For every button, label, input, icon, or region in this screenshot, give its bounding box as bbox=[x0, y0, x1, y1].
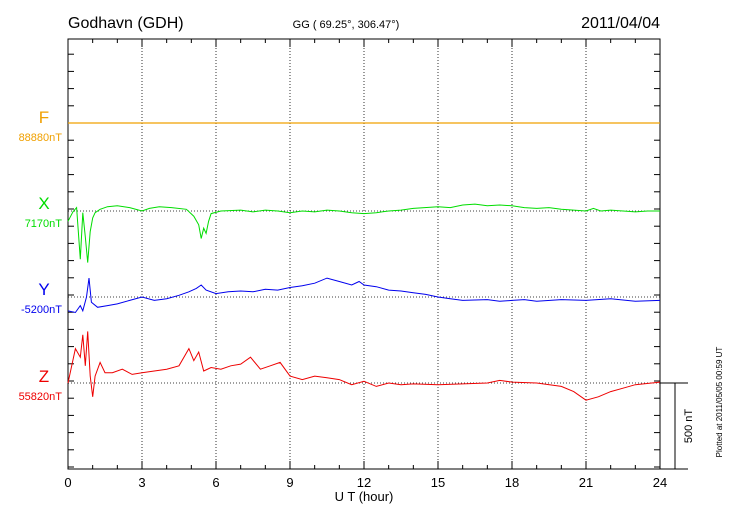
series-name-x: X bbox=[38, 194, 49, 213]
scale-bar-label: 500 nT bbox=[683, 409, 695, 444]
x-tick-label: 3 bbox=[138, 475, 145, 490]
x-tick-label: 21 bbox=[579, 475, 593, 490]
series-line-x bbox=[67, 203, 660, 263]
x-tick-label: 15 bbox=[431, 475, 445, 490]
station-title: Godhavn (GDH) bbox=[68, 15, 184, 32]
series-baseline-z: 55820nT bbox=[19, 391, 63, 403]
series-baseline-x: 7170nT bbox=[25, 218, 63, 230]
x-tick-label: 0 bbox=[64, 475, 71, 490]
station-coords: GG ( 69.25°, 306.47°) bbox=[293, 19, 400, 31]
series-baseline-f: 88880nT bbox=[19, 132, 63, 144]
chart-date: 2011/04/04 bbox=[581, 15, 660, 32]
scale-bar: 500 nT bbox=[660, 382, 695, 470]
grid-layer bbox=[68, 39, 660, 469]
series-baseline-y: -5200nT bbox=[21, 304, 62, 316]
series-layer bbox=[67, 122, 661, 401]
label-layer: F 88880nT X 7170nT Y -5200nT Z 55820nT bbox=[19, 108, 63, 403]
plot-frame bbox=[67, 38, 661, 470]
series-line-z bbox=[67, 331, 661, 401]
series-name-y: Y bbox=[38, 280, 49, 299]
series-line-y bbox=[67, 277, 661, 314]
x-tick-label: 24 bbox=[653, 475, 667, 490]
series-name-z: Z bbox=[39, 367, 49, 386]
x-tick-label: 12 bbox=[357, 475, 371, 490]
x-tick-label: 9 bbox=[286, 475, 293, 490]
tick-layer: 0 3 6 9 12 15 18 21 24 bbox=[64, 39, 667, 490]
x-tick-label: 6 bbox=[212, 475, 219, 490]
plotted-timestamp: Plotted at 2011/05/05 00:59 UT bbox=[715, 347, 724, 458]
x-tick-label: 18 bbox=[505, 475, 519, 490]
x-axis-label: U T (hour) bbox=[335, 489, 394, 504]
series-name-f: F bbox=[39, 108, 49, 127]
